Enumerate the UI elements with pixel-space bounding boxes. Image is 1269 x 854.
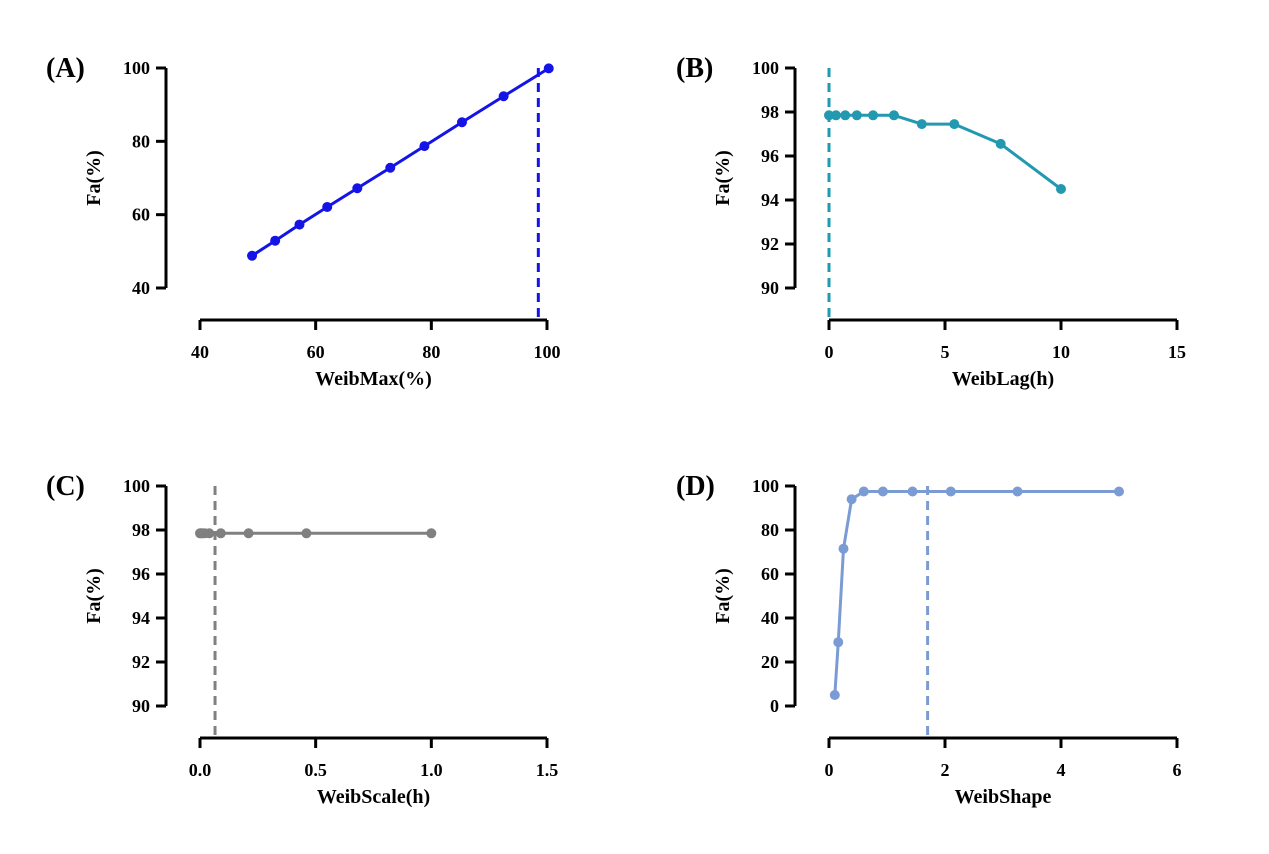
data-point bbox=[830, 110, 841, 121]
y-tick-label: 60 bbox=[132, 205, 150, 225]
data-point bbox=[426, 528, 437, 539]
data-point bbox=[888, 110, 899, 121]
data-point bbox=[945, 486, 956, 497]
panel-a: (A) 40 60 80 100 40 60 80 100 WeibMax(%) Fa(%) bbox=[46, 53, 561, 390]
y-tick-label: 20 bbox=[761, 652, 779, 672]
y-tick-label: 98 bbox=[132, 520, 150, 540]
y-axis-title: Fa(%) bbox=[83, 568, 105, 624]
data-point bbox=[833, 637, 844, 648]
x-tick-label: 5 bbox=[941, 342, 950, 362]
data-point bbox=[838, 543, 849, 554]
data-point bbox=[851, 110, 862, 121]
x-axis-title: WeibShape bbox=[955, 786, 1052, 808]
panel-c: (C) 90 92 94 96 98 100 0.0 0.5 1.0 1.5 WeibScale(h)… bbox=[46, 471, 558, 808]
y-tick-label: 90 bbox=[761, 278, 779, 298]
y-tick-label: 80 bbox=[132, 131, 150, 151]
data-point bbox=[385, 162, 396, 173]
data-point bbox=[907, 486, 918, 497]
data-point bbox=[247, 250, 258, 261]
x-tick-label: 100 bbox=[534, 342, 561, 362]
data-point bbox=[916, 119, 927, 130]
x-axis-title: WeibMax(%) bbox=[315, 368, 432, 390]
data-point bbox=[995, 138, 1006, 149]
series-line bbox=[829, 113, 1062, 191]
x-tick-label: 0.0 bbox=[189, 760, 212, 780]
y-tick-label: 100 bbox=[752, 58, 779, 78]
y-tick-label: 94 bbox=[132, 608, 150, 628]
panel-label: (D) bbox=[676, 471, 715, 502]
y-axis-title: Fa(%) bbox=[83, 150, 105, 206]
data-point bbox=[543, 63, 554, 74]
x-tick-label: 10 bbox=[1052, 342, 1070, 362]
y-axis-title: Fa(%) bbox=[712, 150, 734, 206]
y-tick-label: 92 bbox=[132, 652, 150, 672]
data-point bbox=[1056, 184, 1066, 194]
x-tick-label: 0.5 bbox=[304, 760, 327, 780]
panel-label: (B) bbox=[676, 53, 713, 84]
y-axis-title: Fa(%) bbox=[712, 568, 734, 624]
data-point bbox=[270, 235, 281, 246]
data-point bbox=[858, 486, 869, 497]
x-tick-label: 1.0 bbox=[420, 760, 443, 780]
x-tick-label: 2 bbox=[941, 760, 950, 780]
y-tick-label: 92 bbox=[761, 234, 779, 254]
data-point bbox=[456, 117, 467, 128]
y-tick-label: 90 bbox=[132, 696, 150, 716]
data-point bbox=[243, 528, 254, 539]
data-point bbox=[829, 690, 840, 700]
data-point bbox=[1114, 486, 1124, 497]
y-tick-label: 100 bbox=[752, 476, 779, 496]
panel-label: (C) bbox=[46, 471, 85, 502]
y-tick-label: 100 bbox=[123, 476, 150, 496]
data-point bbox=[868, 110, 879, 121]
y-tick-label: 96 bbox=[761, 146, 779, 166]
x-axis-title: WeibScale(h) bbox=[317, 786, 430, 808]
data-point bbox=[322, 201, 333, 212]
panel-d: (D) 0 20 40 60 80 100 0 2 4 6 WeibShape Fa(%) bbox=[676, 471, 1182, 808]
data-point bbox=[215, 528, 226, 539]
y-tick-label: 40 bbox=[132, 278, 150, 298]
data-point bbox=[301, 528, 312, 539]
data-point bbox=[352, 183, 363, 194]
y-tick-label: 98 bbox=[761, 102, 779, 122]
y-tick-label: 100 bbox=[123, 58, 150, 78]
x-tick-label: 0 bbox=[825, 342, 834, 362]
series-line bbox=[833, 490, 1119, 696]
data-point bbox=[204, 528, 215, 539]
x-tick-label: 80 bbox=[422, 342, 440, 362]
y-tick-label: 40 bbox=[761, 608, 779, 628]
data-point bbox=[1012, 486, 1023, 497]
data-point bbox=[419, 141, 430, 152]
data-point bbox=[824, 110, 834, 121]
x-tick-label: 0 bbox=[825, 760, 834, 780]
x-tick-label: 40 bbox=[191, 342, 209, 362]
y-tick-label: 0 bbox=[770, 696, 779, 716]
x-tick-label: 60 bbox=[307, 342, 325, 362]
data-point bbox=[877, 486, 888, 497]
x-tick-label: 6 bbox=[1173, 760, 1182, 780]
y-tick-label: 96 bbox=[132, 564, 150, 584]
y-tick-label: 60 bbox=[761, 564, 779, 584]
data-point bbox=[949, 119, 960, 130]
data-point bbox=[294, 219, 305, 230]
data-point bbox=[840, 110, 851, 121]
data-point bbox=[498, 91, 509, 102]
panel-label: (A) bbox=[46, 53, 85, 84]
y-tick-label: 80 bbox=[761, 520, 779, 540]
x-axis-title: WeibLag(h) bbox=[952, 368, 1054, 390]
y-tick-label: 94 bbox=[761, 190, 779, 210]
x-tick-label: 15 bbox=[1168, 342, 1186, 362]
panel-b: (B) 90 92 94 96 98 100 0 5 10 15 WeibLag(h) Fa(%) bbox=[676, 53, 1186, 390]
series-line bbox=[251, 67, 550, 257]
x-tick-label: 1.5 bbox=[536, 760, 559, 780]
data-point bbox=[846, 494, 857, 505]
x-tick-label: 4 bbox=[1057, 760, 1066, 780]
